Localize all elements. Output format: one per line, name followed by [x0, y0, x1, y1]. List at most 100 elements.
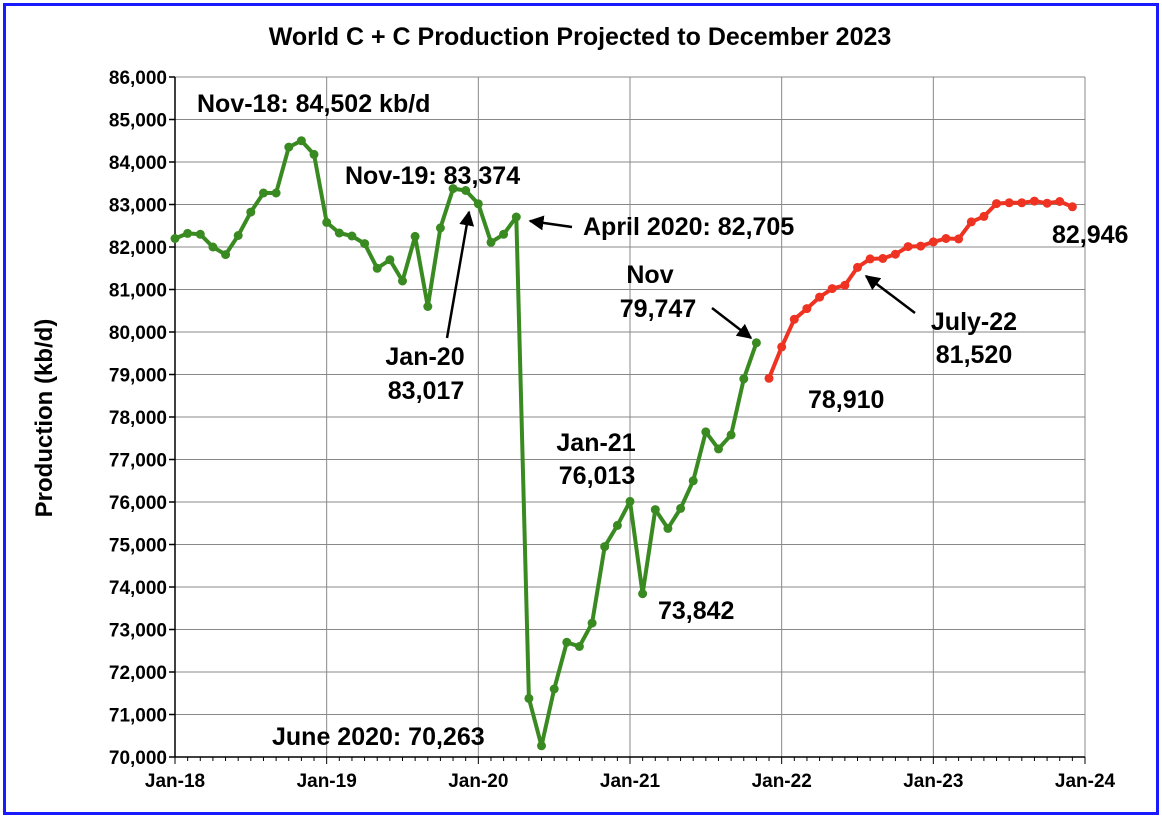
- data-point-actual: [751, 338, 761, 348]
- data-point-projected: [815, 292, 825, 302]
- data-point-actual: [600, 542, 610, 552]
- data-point-projected: [777, 342, 787, 352]
- gridlines: [174, 76, 1086, 758]
- data-point-projected: [1029, 196, 1039, 206]
- data-point-actual: [663, 523, 673, 533]
- x-tick-label: Jan-20: [448, 771, 508, 792]
- data-point-actual: [714, 444, 723, 454]
- data-point-actual: [650, 505, 660, 515]
- y-tick-label: 78,000: [109, 408, 167, 429]
- data-point-actual: [638, 589, 648, 599]
- annotations: Nov-18: 84,502 kb/d Nov-19: 83,374 April 2…: [197, 90, 1128, 751]
- data-point-actual: [271, 188, 281, 198]
- data-point-projected: [954, 234, 964, 244]
- data-point-actual: [499, 229, 509, 239]
- annotation-label: Jan-21: [556, 429, 635, 457]
- data-point-actual: [726, 430, 736, 440]
- data-point-projected: [789, 314, 799, 324]
- y-tick-label: 79,000: [109, 366, 167, 387]
- x-tick-label: Jan-23: [903, 771, 963, 792]
- data-point-projected: [992, 199, 1001, 209]
- data-point-actual: [284, 142, 294, 152]
- data-point-actual: [612, 520, 622, 530]
- data-point-projected: [827, 284, 837, 294]
- data-point-actual: [221, 250, 231, 260]
- annotation-arrow: [864, 275, 916, 314]
- y-tick-labels: 70,000 71,000 72,000 73,000 74,000 75,000 76,0…: [109, 68, 167, 769]
- data-point-actual: [233, 231, 243, 240]
- data-point-actual: [195, 229, 205, 239]
- chart-frame: [3, 3, 1159, 815]
- data-point-actual: [701, 427, 711, 437]
- y-tick-label: 71,000: [109, 706, 167, 727]
- x-tick-label: Jan-22: [752, 771, 812, 792]
- data-point-actual: [435, 223, 445, 233]
- data-point-projected: [853, 262, 862, 272]
- data-point-projected: [916, 241, 926, 251]
- y-tick-label: 85,000: [109, 111, 167, 132]
- data-point-actual: [486, 237, 496, 247]
- annotation-arrows: [445, 210, 916, 339]
- data-point-actual: [574, 642, 584, 651]
- x-tick-label: Jan-24: [1055, 771, 1116, 792]
- data-point-actual: [410, 231, 420, 241]
- data-point-projected: [764, 373, 774, 383]
- annotation-label: April 2020: 82,705: [583, 213, 794, 241]
- y-tick-label: 86,000: [109, 68, 167, 89]
- annotation-label: 81,520: [936, 341, 1012, 369]
- data-point-projected: [802, 304, 812, 314]
- data-point-actual: [183, 228, 193, 238]
- data-point-actual: [423, 302, 433, 311]
- data-point-actual: [625, 496, 635, 506]
- data-point-projected: [1055, 197, 1065, 206]
- y-tick-label: 75,000: [109, 536, 167, 557]
- data-point-actual: [170, 234, 180, 243]
- data-point-actual: [587, 618, 597, 628]
- annotation-label: Nov-18: 84,502 kb/d: [197, 90, 430, 118]
- data-point-actual: [334, 228, 344, 238]
- annotation-label: 73,842: [658, 597, 734, 625]
- data-point-actual: [372, 263, 382, 273]
- y-tick-label: 83,000: [109, 196, 167, 217]
- y-tick-label: 74,000: [109, 578, 167, 599]
- annotation-label: Nov-19: 83,374: [345, 162, 520, 190]
- axes: [169, 76, 1086, 764]
- data-point-actual: [562, 637, 572, 647]
- data-point-actual: [537, 741, 546, 751]
- data-point-actual: [398, 276, 407, 286]
- data-point-projected: [1067, 202, 1077, 212]
- annotation-arrow: [528, 215, 573, 231]
- data-point-projected: [890, 249, 900, 259]
- data-point-actual: [448, 184, 458, 194]
- data-point-actual: [246, 207, 256, 217]
- data-point-projected: [840, 280, 850, 290]
- data-point-actual: [524, 693, 534, 703]
- data-point-projected: [941, 234, 951, 243]
- annotation-arrow: [445, 210, 475, 339]
- annotation-label: July-22: [931, 308, 1017, 336]
- data-point-actual: [739, 374, 749, 384]
- data-point-actual: [347, 231, 357, 241]
- data-point-actual: [296, 136, 306, 146]
- data-point-actual: [511, 212, 521, 222]
- data-point-projected: [928, 237, 938, 247]
- data-point-projected: [903, 242, 913, 252]
- data-point-actual: [549, 684, 559, 694]
- annotation-label: 76,013: [559, 462, 635, 490]
- annotation-arrow: [711, 307, 753, 339]
- y-tick-label: 82,000: [109, 238, 167, 259]
- y-tick-label: 77,000: [109, 451, 167, 472]
- annotation-label: 78,910: [808, 386, 884, 414]
- data-point-actual: [259, 188, 268, 198]
- data-point-projected: [979, 211, 989, 221]
- data-point-actual: [473, 199, 483, 209]
- data-point-actual: [322, 217, 332, 227]
- annotation-label: 82,946: [1052, 221, 1128, 249]
- y-tick-label: 80,000: [109, 323, 167, 344]
- data-point-actual: [676, 503, 686, 513]
- data-point-projected: [865, 254, 875, 264]
- annotation-label: 83,017: [388, 377, 464, 405]
- y-tick-label: 72,000: [109, 663, 167, 684]
- annotation-label: Nov: [626, 261, 673, 289]
